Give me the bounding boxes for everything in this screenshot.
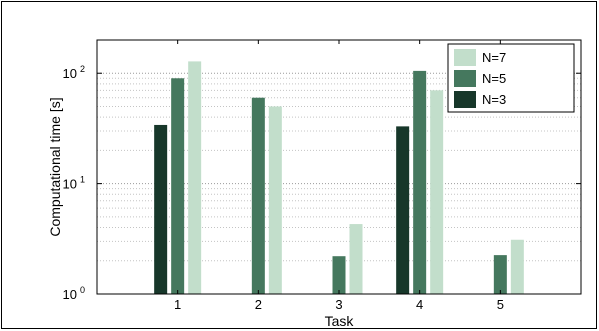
- x-tick-label: 5: [497, 297, 504, 312]
- x-tick-label: 4: [416, 297, 423, 312]
- x-tick-label: 2: [255, 297, 262, 312]
- legend-label: N=7: [482, 50, 506, 65]
- bar-task-5-n5: [493, 255, 507, 294]
- y-tick-label: 10: [63, 287, 77, 302]
- bar-task-3-n5: [332, 256, 346, 294]
- legend-swatch: [454, 49, 476, 66]
- bar-task-1-n5: [171, 78, 185, 294]
- bar-task-4-n3: [396, 126, 410, 294]
- bar-task-4-n7: [430, 90, 444, 294]
- y-tick-exponent: 1: [80, 175, 85, 185]
- legend-label: N=3: [482, 92, 506, 107]
- bar-task-3-n7: [349, 224, 363, 294]
- bar-task-1-n7: [188, 61, 202, 294]
- legend-swatch: [454, 91, 476, 108]
- legend: N=7 N=5 N=3: [447, 43, 575, 113]
- x-tick-label: 3: [335, 297, 342, 312]
- bars-group: [154, 61, 524, 294]
- y-axis-label: Computational time [s]: [47, 97, 63, 236]
- y-tick-exponent: 2: [80, 64, 85, 74]
- legend-swatch: [454, 70, 476, 87]
- y-tick-label: 10: [63, 177, 77, 192]
- bar-task-5-n7: [510, 239, 524, 294]
- legend-label: N=5: [482, 71, 506, 86]
- x-axis-label: Task: [325, 313, 355, 329]
- bar-task-2-n7: [268, 106, 282, 294]
- bar-task-2-n5: [251, 97, 265, 294]
- x-tick-label: 1: [174, 297, 181, 312]
- bar-task-1-n3: [154, 124, 168, 294]
- bar-task-4-n5: [413, 70, 427, 294]
- y-tick-exponent: 0: [80, 285, 85, 295]
- y-tick-label: 10: [63, 66, 77, 81]
